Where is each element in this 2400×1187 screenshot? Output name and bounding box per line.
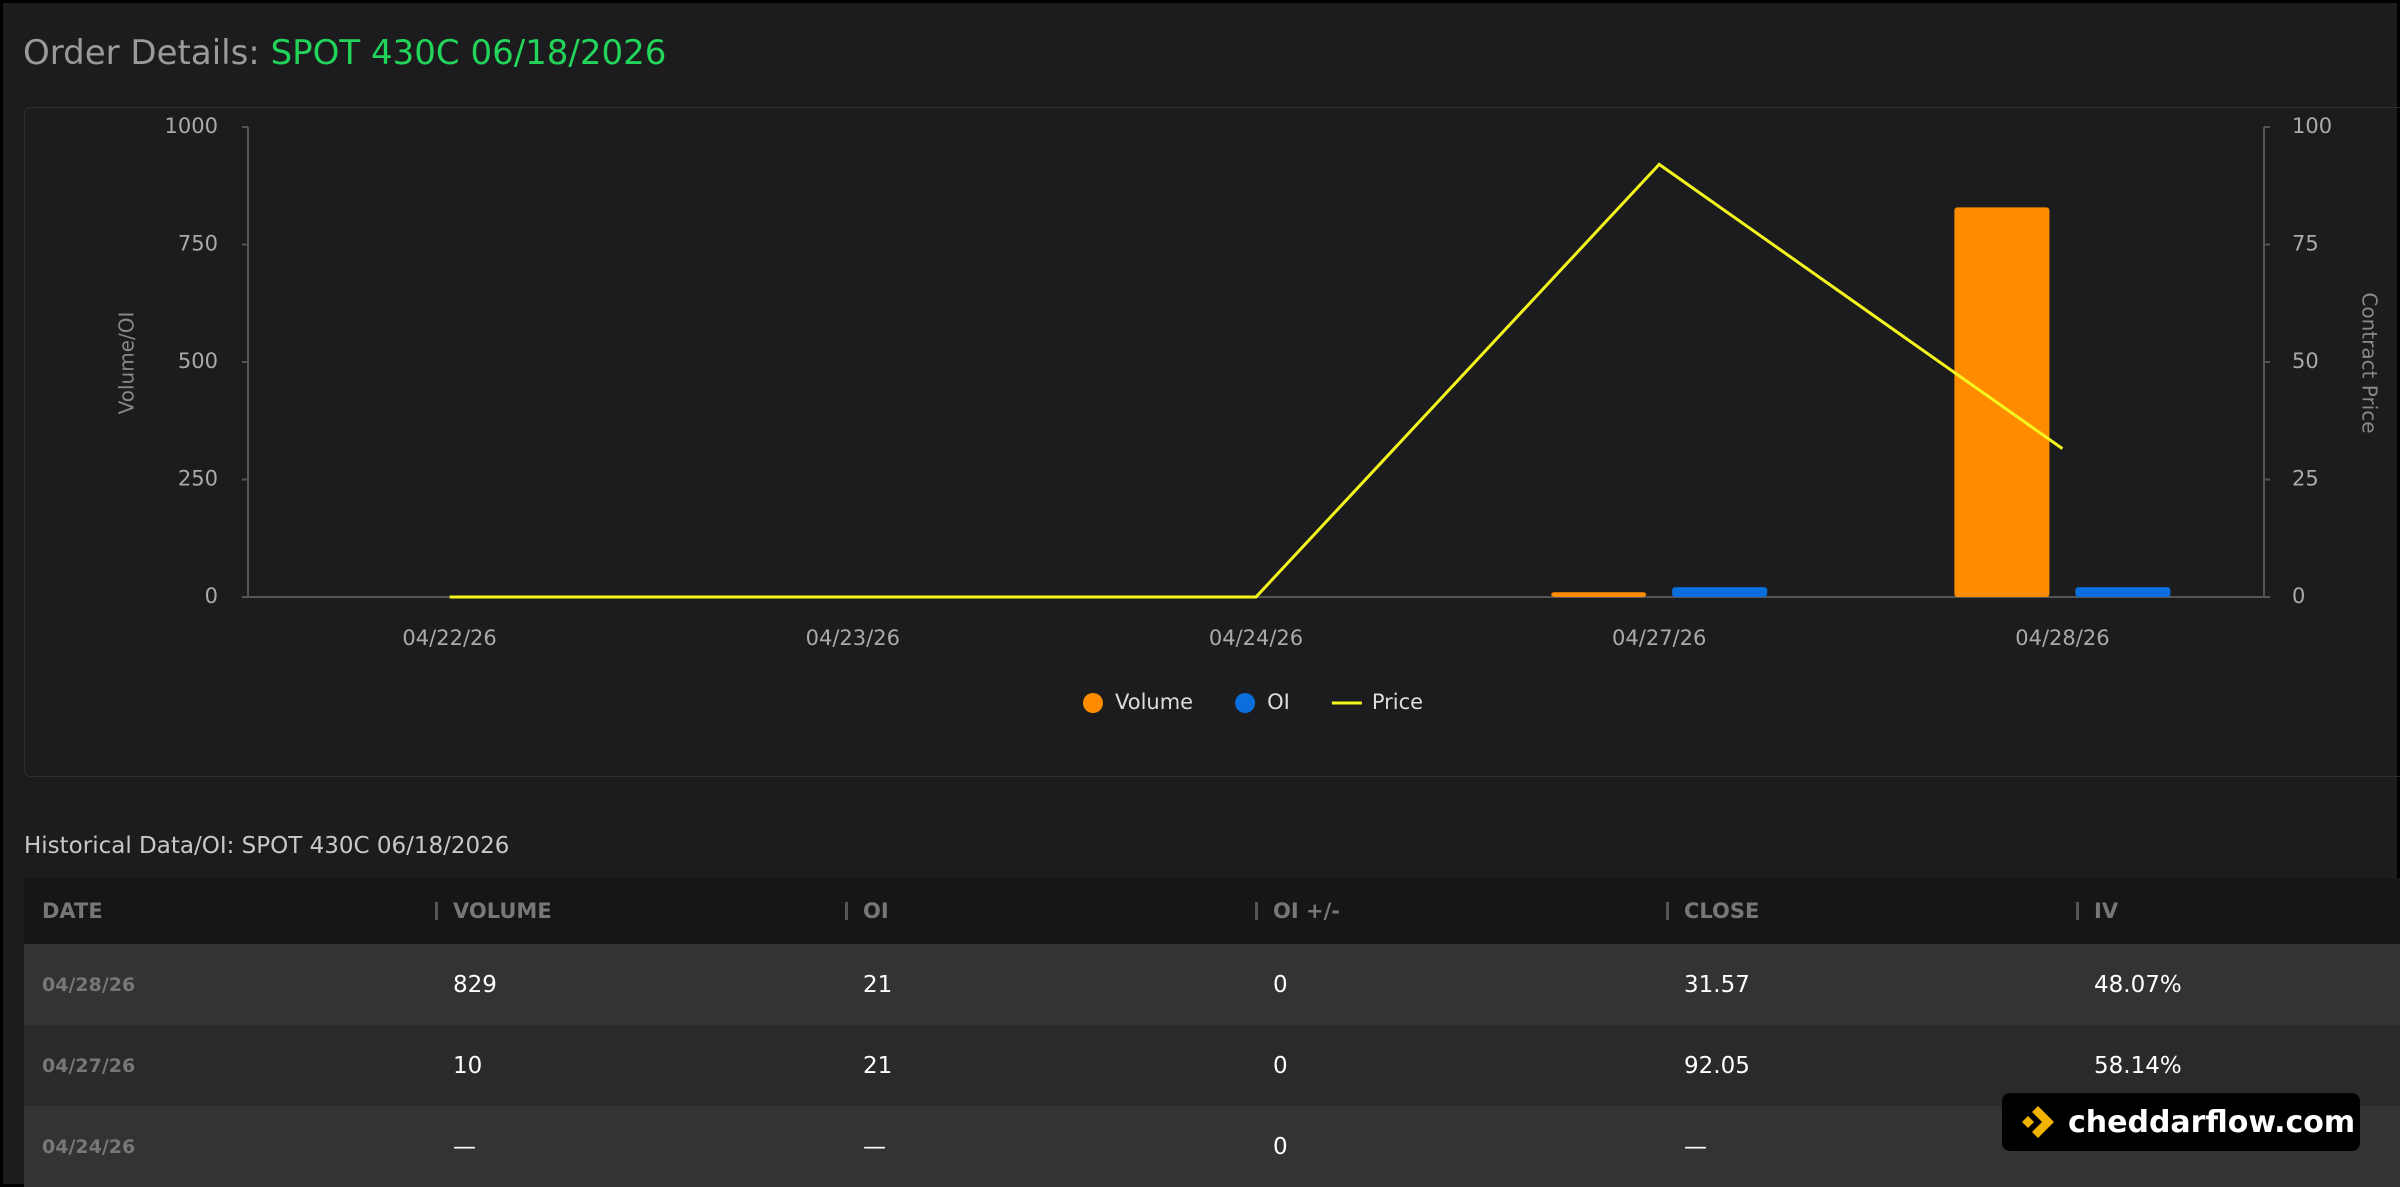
table-row: 04/27/26 10 21 0 92.05 58.14% xyxy=(24,1025,2400,1106)
column-separator xyxy=(435,902,438,920)
bar xyxy=(2075,587,2171,597)
table-cell: 0 xyxy=(1273,971,1288,998)
title: Order Details: SPOT 430C 06/18/2026 xyxy=(23,33,666,73)
y2-tick-label: 100 xyxy=(2292,114,2332,138)
x-tick-label: 04/27/26 xyxy=(1612,626,1706,650)
y2-tick-label: 75 xyxy=(2292,232,2319,256)
column-header: OI xyxy=(863,899,889,923)
y2-tick-label: 50 xyxy=(2292,349,2319,373)
column-separator xyxy=(1255,902,1258,920)
column-separator xyxy=(1666,902,1669,920)
y-tick-label: 0 xyxy=(205,584,218,608)
column-separator xyxy=(845,902,848,920)
column-header: VOLUME xyxy=(453,899,552,923)
x-tick-label: 04/24/26 xyxy=(1209,626,1303,650)
y-tick-label: 250 xyxy=(178,467,218,491)
title-label: Order Details: xyxy=(23,33,260,73)
table-cell: — xyxy=(1684,1133,1707,1160)
bar xyxy=(1551,592,1647,597)
bar xyxy=(1954,207,2050,597)
table-cell: 21 xyxy=(863,1052,893,1079)
legend-label: Price xyxy=(1372,690,1423,714)
y2-tick-label: 25 xyxy=(2292,467,2319,491)
x-tick-label: 04/22/26 xyxy=(402,626,496,650)
table-cell: 92.05 xyxy=(1684,1052,1750,1079)
legend-label: OI xyxy=(1267,690,1290,714)
y2-tick-label: 0 xyxy=(2292,584,2305,608)
chart: 0 250 500 750 1000 0 25 50 75 100 Volume/OI Contrac… xyxy=(115,114,2382,714)
y2-axis-label: Contract Price xyxy=(2358,292,2382,433)
legend-label: Volume xyxy=(1115,690,1193,714)
table-cell: 21 xyxy=(863,971,893,998)
y-tick-label: 750 xyxy=(178,232,218,256)
legend-swatch xyxy=(1235,693,1256,713)
contract-name: SPOT 430C 06/18/2026 xyxy=(270,33,667,73)
legend-swatch xyxy=(1083,693,1103,713)
table-cell: 829 xyxy=(453,971,497,998)
watermark: cheddarflow.com xyxy=(2002,1093,2360,1151)
price-line xyxy=(449,162,2064,599)
table-row: 04/28/26 829 21 0 31.57 48.07% xyxy=(24,944,2400,1025)
table-title: Historical Data/OI: SPOT 430C 06/18/2026 xyxy=(24,833,510,859)
x-tick-label: 04/28/26 xyxy=(2015,626,2109,650)
watermark-text: cheddarflow.com xyxy=(2068,1104,2356,1140)
table-cell: 31.57 xyxy=(1684,971,1750,998)
column-separator xyxy=(2076,902,2079,920)
table-cell: 0 xyxy=(1273,1052,1288,1079)
table-cell: 58.14% xyxy=(2094,1052,2182,1079)
y-tick-label: 500 xyxy=(178,349,218,373)
column-header: OI +/- xyxy=(1273,899,1340,923)
y-tick-label: 1000 xyxy=(165,114,218,138)
date-cell: 04/24/26 xyxy=(42,1135,136,1158)
column-header: DATE xyxy=(42,899,103,923)
column-header: CLOSE xyxy=(1684,899,1760,923)
y-axis-label: Volume/OI xyxy=(115,312,139,415)
logo xyxy=(2022,1106,2054,1138)
table-cell: 0 xyxy=(1273,1133,1288,1160)
date-cell: 04/27/26 xyxy=(42,1054,136,1077)
header-row: DATE VOLUME OI OI +/- CLOSE IV xyxy=(24,878,2400,944)
table-cell: 10 xyxy=(453,1052,483,1079)
bar xyxy=(1672,587,1768,597)
table-cell: 48.07% xyxy=(2094,971,2182,998)
table-cell: — xyxy=(453,1133,476,1160)
table-cell: — xyxy=(863,1133,886,1160)
x-tick-label: 04/23/26 xyxy=(806,626,900,650)
chart-panel xyxy=(24,107,2400,777)
column-header: IV xyxy=(2094,899,2119,923)
date-cell: 04/28/26 xyxy=(42,973,136,996)
